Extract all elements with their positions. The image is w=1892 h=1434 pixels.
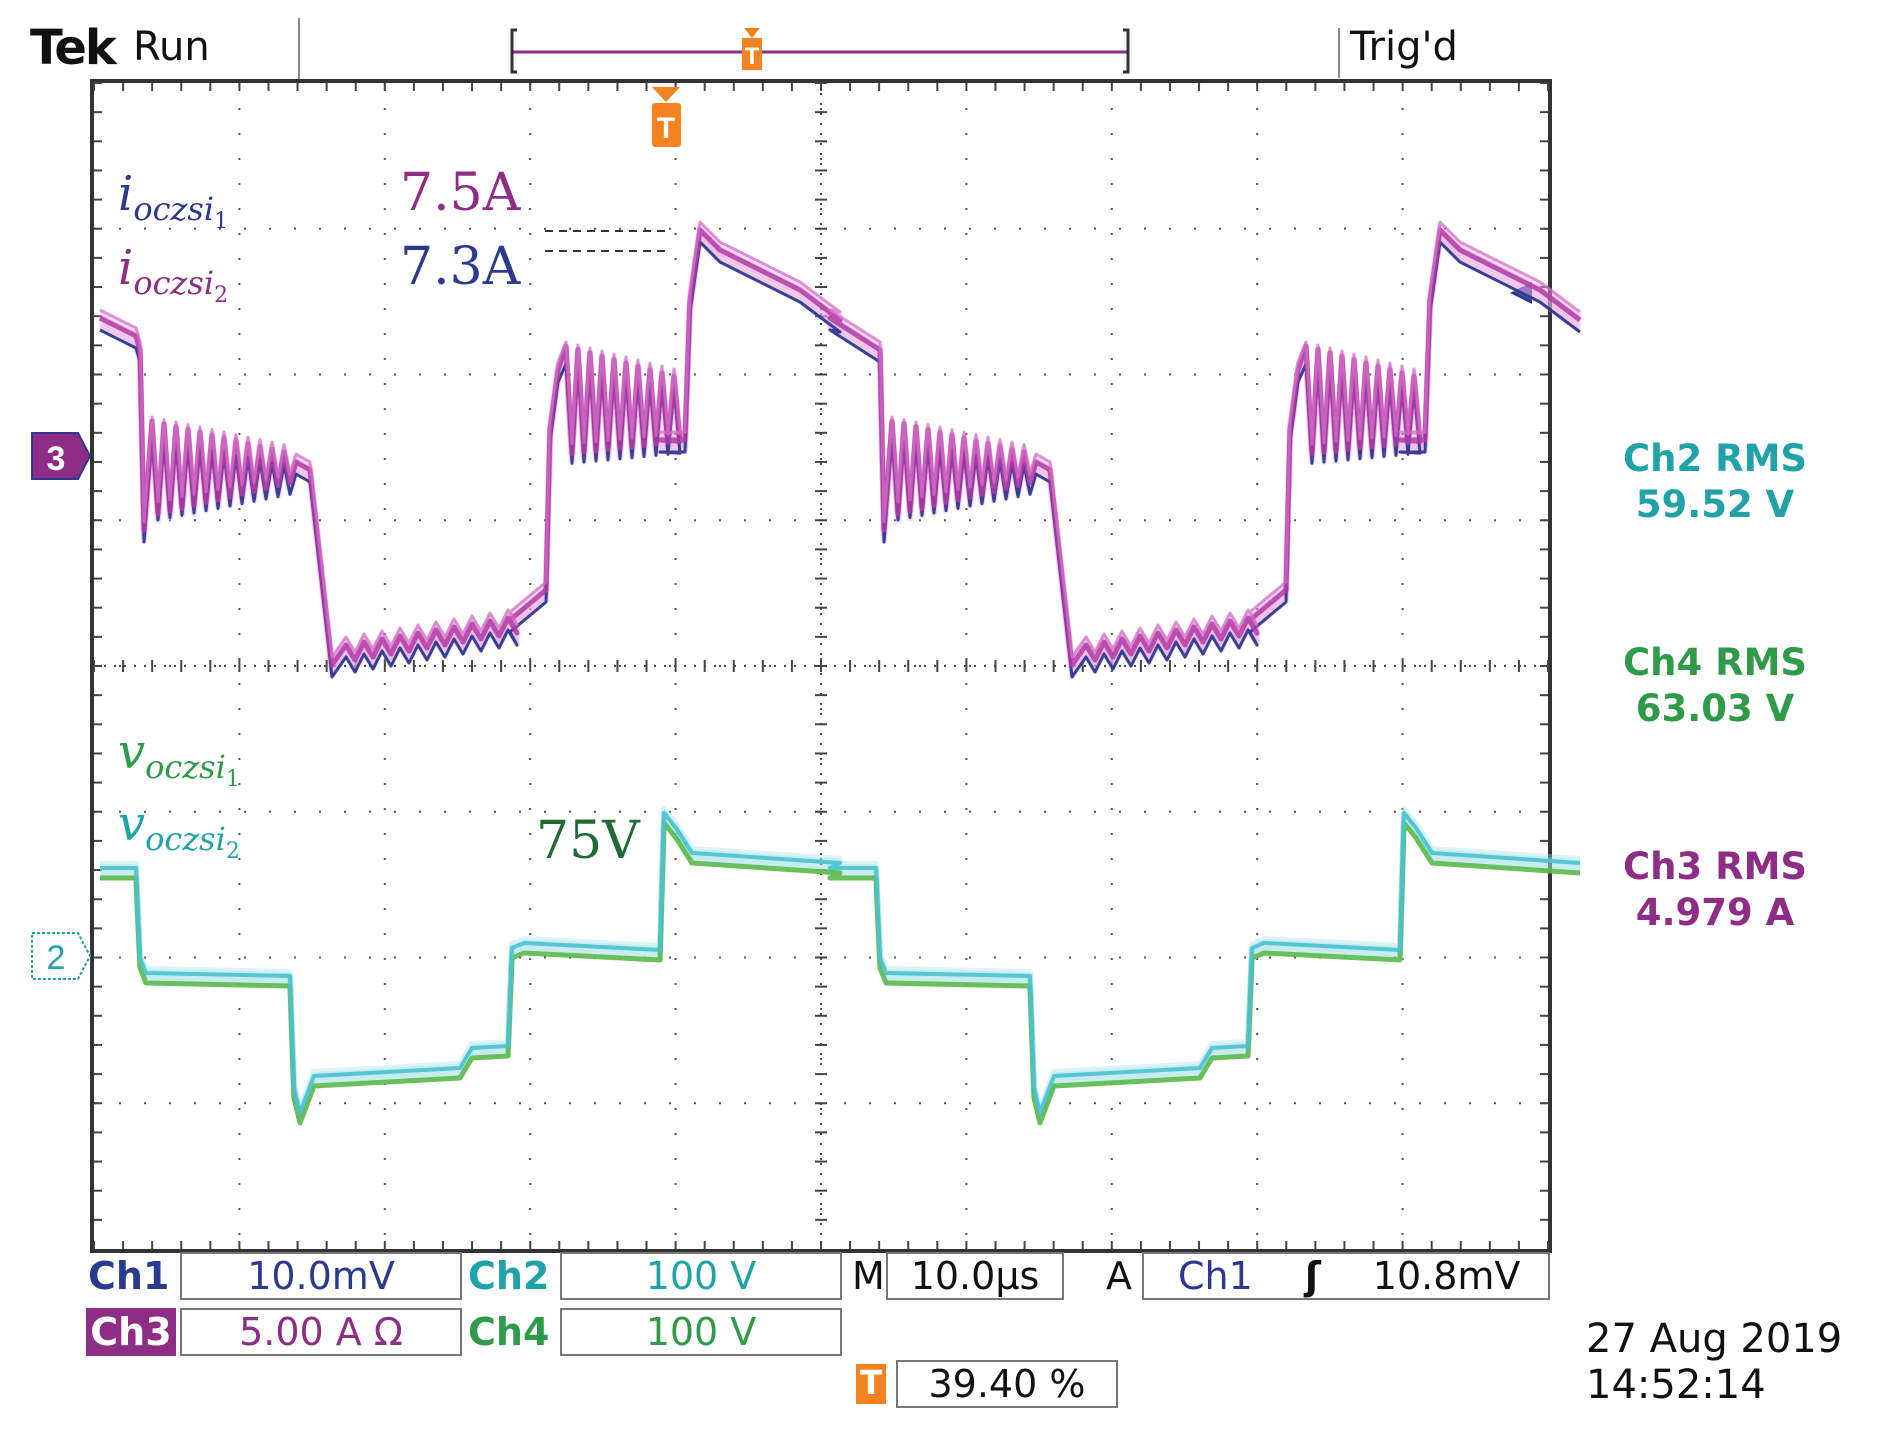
ch4-trace xyxy=(100,820,1581,1126)
date: 27 Aug 2019 xyxy=(1586,1316,1843,1362)
trigger-position[interactable]: 39.40 % xyxy=(896,1360,1118,1408)
measurement-ch2-rms: Ch2 RMS 59.52 V xyxy=(1585,436,1845,528)
label-v-oczsi2: voczsi2 xyxy=(118,796,240,864)
ch1-scale[interactable]: 10.0mV xyxy=(180,1252,462,1300)
ch3-trace-edge xyxy=(99,220,1581,659)
time: 14:52:14 xyxy=(1586,1362,1766,1408)
ch2-trace xyxy=(100,811,1581,1115)
label-i-oczsi2: ioczsi2 xyxy=(118,240,228,308)
measurement-ch3-rms: Ch3 RMS 4.979 A xyxy=(1585,844,1845,936)
trigger-status: Trig'd xyxy=(1350,24,1458,70)
ch4-scale[interactable]: 100 V xyxy=(560,1308,842,1356)
ch1-label[interactable]: Ch1 xyxy=(88,1254,170,1298)
trigger-level: 10.8mV xyxy=(1372,1254,1521,1298)
measurement-ch4-rms: Ch4 RMS 63.03 V xyxy=(1585,640,1845,732)
peak-voltage: 75V xyxy=(536,811,641,871)
trigger-settings[interactable]: Ch1 ʃ 10.8mV xyxy=(1142,1252,1550,1300)
ch3-label[interactable]: Ch3 xyxy=(86,1308,176,1356)
waveform-display: T T 3 2 ioczsi1 ioczsi2 voczsi1 voczsi2 … xyxy=(31,28,1582,1253)
trigger-source: Ch1 xyxy=(1178,1254,1253,1298)
graticule-grid xyxy=(93,82,1549,1249)
measurement-value: 4.979 A xyxy=(1635,891,1795,934)
ch2-scale[interactable]: 100 V xyxy=(560,1252,842,1300)
screen-trigger-letter: T xyxy=(657,112,675,145)
measurement-title: Ch4 RMS xyxy=(1622,641,1808,684)
label-i-oczsi1: ioczsi1 xyxy=(118,166,228,234)
ch2-marker[interactable]: 2 xyxy=(31,932,92,980)
ch4-label[interactable]: Ch4 xyxy=(468,1310,550,1354)
ch3-scale[interactable]: 5.00 A Ω xyxy=(180,1308,462,1356)
run-state: Run xyxy=(133,24,210,70)
brand-logo: Tek xyxy=(30,20,117,76)
trigger-slope-icon: ʃ xyxy=(1304,1254,1321,1298)
screen-trigger-marker: T xyxy=(652,87,681,147)
record-trigger-marker: T xyxy=(742,28,762,70)
waveform-traces xyxy=(98,220,1582,1126)
measurement-title: Ch2 RMS xyxy=(1622,437,1808,480)
measurement-value: 63.03 V xyxy=(1635,687,1795,730)
peak-current-low: 7.3A xyxy=(400,237,522,297)
label-v-oczsi1: voczsi1 xyxy=(118,724,240,792)
trigger-mode-label: A xyxy=(1106,1254,1132,1298)
timebase-label: M xyxy=(852,1254,885,1298)
header-divider xyxy=(1338,28,1340,78)
header-divider xyxy=(298,18,300,80)
ch2-marker-label: 2 xyxy=(47,939,66,977)
timebase-scale[interactable]: 10.0μs xyxy=(886,1252,1064,1300)
measurement-title: Ch3 RMS xyxy=(1622,845,1808,888)
measurement-value: 59.52 V xyxy=(1635,483,1795,526)
ch3-marker-label: 3 xyxy=(47,440,66,478)
record-trigger-letter: T xyxy=(745,43,760,70)
ch2-label[interactable]: Ch2 xyxy=(468,1254,550,1298)
trigger-position-icon: T xyxy=(856,1364,886,1404)
peak-current-high: 7.5A xyxy=(400,163,522,223)
record-position-bar[interactable] xyxy=(510,28,1130,74)
ch3-marker[interactable]: 3 xyxy=(31,432,92,480)
